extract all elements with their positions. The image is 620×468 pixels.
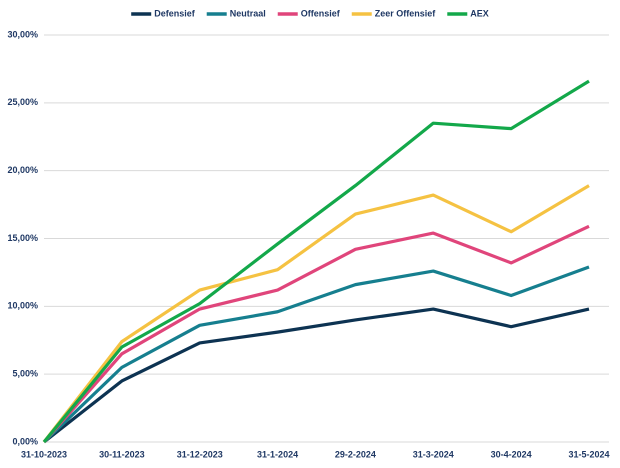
legend-label: Offensief [301, 8, 341, 18]
legend-label: Defensief [154, 8, 196, 18]
legend-label: Zeer Offensief [375, 8, 437, 18]
x-tick-label: 31-1-2024 [257, 449, 298, 459]
series-line [42, 224, 590, 444]
y-tick-label: 15,00% [7, 233, 38, 243]
x-tick-label: 31-3-2024 [413, 449, 454, 459]
legend: Defensief Neutraal Offensief Zeer Offensief… [131, 8, 489, 18]
series-line [42, 79, 590, 444]
x-tick-label: 30-4-2024 [491, 449, 532, 459]
x-tick-label: 29-2-2024 [335, 449, 376, 459]
x-tick-label: 31-10-2023 [21, 449, 67, 459]
y-tick-label: 20,00% [7, 165, 38, 175]
series-line [43, 307, 590, 444]
y-tick-label: 25,00% [7, 97, 38, 107]
x-tick-label: 31-5-2024 [568, 449, 609, 459]
y-tick-label: 10,00% [7, 301, 38, 311]
series-line [42, 265, 590, 444]
series-line [42, 184, 590, 443]
y-tick-label: 0,00% [12, 436, 38, 446]
y-tick-label: 5,00% [12, 369, 38, 379]
x-tick-label: 31-12-2023 [177, 449, 223, 459]
x-tick-label: 30-11-2023 [99, 449, 145, 459]
legend-label: Neutraal [230, 8, 266, 18]
legend-label: AEX [470, 8, 489, 18]
y-tick-label: 30,00% [7, 29, 38, 39]
